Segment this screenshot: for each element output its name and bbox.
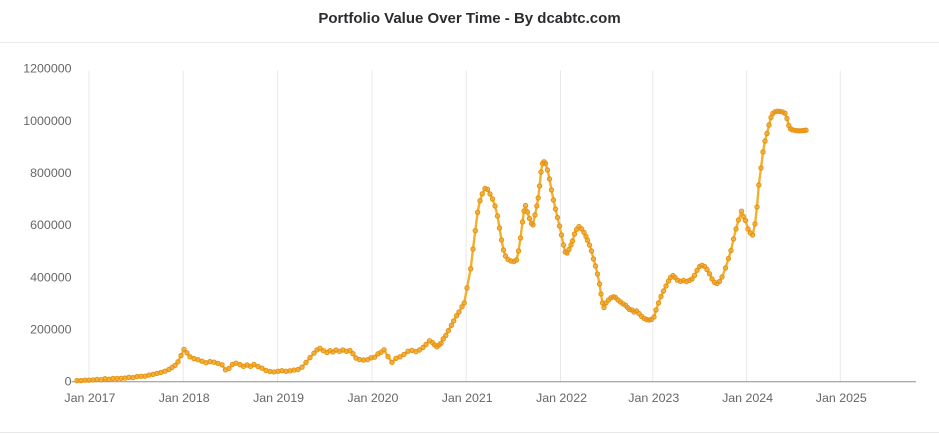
svg-text:200000: 200000 — [30, 323, 71, 337]
svg-text:800000: 800000 — [30, 166, 71, 180]
svg-text:600000: 600000 — [30, 218, 71, 232]
svg-text:Jan 2024: Jan 2024 — [722, 391, 773, 405]
svg-text:Jan 2025: Jan 2025 — [816, 391, 867, 405]
svg-text:Jan 2022: Jan 2022 — [536, 391, 587, 405]
svg-text:1200000: 1200000 — [23, 62, 71, 76]
svg-text:400000: 400000 — [30, 270, 71, 284]
svg-text:Jan 2019: Jan 2019 — [253, 391, 304, 405]
svg-text:Jan 2023: Jan 2023 — [628, 391, 679, 405]
svg-text:Jan 2020: Jan 2020 — [347, 391, 398, 405]
svg-text:0: 0 — [65, 375, 72, 389]
svg-text:Jan 2021: Jan 2021 — [442, 391, 493, 405]
svg-text:1000000: 1000000 — [23, 114, 71, 128]
svg-text:Jan 2017: Jan 2017 — [64, 391, 115, 405]
svg-text:Jan 2018: Jan 2018 — [159, 391, 210, 405]
